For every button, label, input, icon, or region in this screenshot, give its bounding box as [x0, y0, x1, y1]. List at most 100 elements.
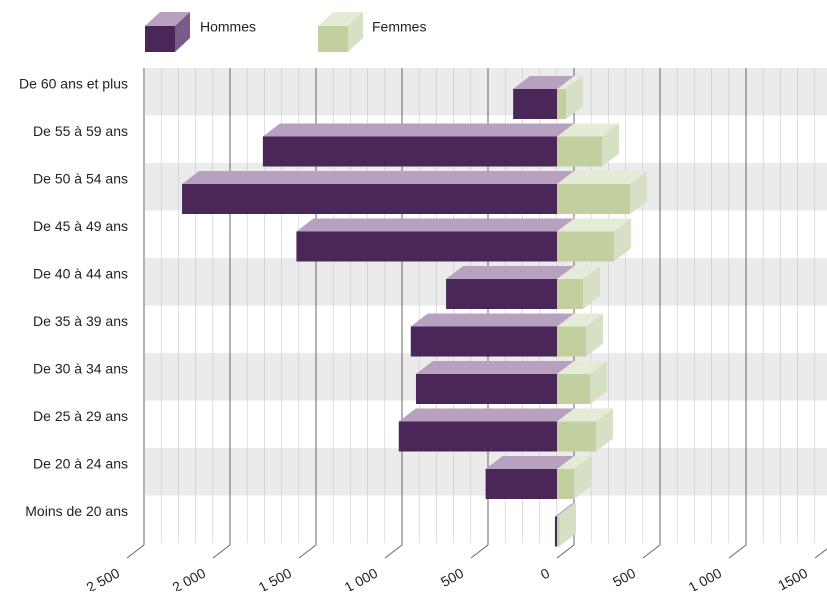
- bar-front: [446, 279, 557, 309]
- tick-mark: [642, 544, 661, 559]
- bar: [557, 218, 631, 262]
- bar-top: [557, 218, 631, 232]
- y-tick-label: De 35 à 39 ans: [33, 313, 128, 329]
- bar-front: [557, 421, 597, 452]
- bar: [557, 408, 614, 452]
- bar: [557, 313, 604, 357]
- y-tick-label: De 45 à 49 ans: [33, 218, 128, 234]
- y-tick-label: De 60 ans et plus: [19, 76, 128, 92]
- x-tick-label: 1500: [775, 565, 810, 591]
- bar-front: [554, 516, 557, 547]
- bar: [410, 313, 574, 357]
- bar-front: [398, 421, 557, 452]
- legend-swatch: [145, 26, 175, 52]
- x-tick-label: 2 000: [170, 565, 209, 591]
- bar-top: [410, 313, 574, 327]
- bar-side: [596, 408, 614, 452]
- bar-top: [554, 503, 574, 517]
- y-tick-label: De 50 à 54 ans: [33, 171, 128, 187]
- bar-side: [574, 456, 592, 499]
- bar-front: [262, 136, 557, 167]
- bar-front: [557, 374, 591, 404]
- tick-mark: [556, 544, 575, 559]
- bar-front: [415, 374, 557, 404]
- bar-top: [557, 456, 592, 469]
- bar-side: [586, 313, 604, 357]
- tick-mark: [384, 544, 403, 559]
- bar-top: [415, 361, 574, 374]
- bar-top: [557, 171, 647, 184]
- bar: [182, 171, 575, 214]
- bar: [446, 266, 574, 309]
- bar-side: [602, 123, 620, 167]
- x-tick-label: 2 500: [84, 565, 123, 591]
- bar-top: [296, 218, 574, 232]
- y-tick-label: De 25 à 29 ans: [33, 408, 128, 424]
- bar: [398, 408, 574, 452]
- x-tick-label: 500: [438, 565, 466, 590]
- tick-mark: [126, 544, 145, 559]
- bar-top: [485, 456, 574, 469]
- tick-mark: [814, 548, 827, 559]
- bar-front: [557, 326, 587, 357]
- bar: [557, 123, 620, 167]
- legend-swatch-side: [348, 12, 363, 52]
- bar-top: [398, 408, 574, 422]
- y-tick-label: De 40 à 44 ans: [33, 266, 128, 282]
- bar-side: [613, 218, 631, 262]
- bar-top: [557, 313, 604, 327]
- x-tick-label: 1 000: [342, 565, 381, 591]
- bar-side: [629, 171, 647, 214]
- bar-top: [557, 503, 577, 517]
- y-tick-label: De 20 à 24 ans: [33, 456, 128, 472]
- bar-front: [513, 89, 557, 119]
- bar-top: [557, 266, 600, 279]
- bar: [415, 361, 574, 404]
- bar-side: [590, 361, 608, 404]
- bar-top: [513, 76, 574, 89]
- bar-top: [557, 76, 583, 89]
- row-band: [145, 68, 827, 116]
- bar-top: [446, 266, 574, 279]
- tick-mark: [728, 544, 747, 559]
- bar: [262, 123, 574, 167]
- bar-front: [557, 279, 583, 309]
- x-tick-label: 1 000: [686, 565, 725, 591]
- bar-top: [557, 361, 608, 374]
- bar: [296, 218, 574, 262]
- y-tick-label: De 30 à 34 ans: [33, 361, 128, 377]
- tick-mark: [470, 544, 489, 559]
- bar-front: [557, 516, 560, 547]
- bar-front: [182, 184, 558, 214]
- legend-label: Hommes: [200, 19, 256, 35]
- legend-swatch-side: [175, 12, 190, 52]
- bar-front: [410, 326, 557, 357]
- bar-front: [557, 89, 566, 119]
- bar-side: [582, 266, 600, 309]
- bar-top: [557, 123, 620, 137]
- bar: [557, 76, 583, 119]
- bar-front: [557, 469, 575, 499]
- bar-front: [296, 231, 557, 262]
- bar: [557, 266, 600, 309]
- x-tick-label: 1 500: [256, 565, 295, 591]
- bar-side: [565, 76, 583, 119]
- bar: [557, 456, 592, 499]
- bar-front: [485, 469, 557, 499]
- bar-front: [557, 184, 630, 214]
- bar-top: [182, 171, 575, 184]
- bar: [557, 361, 608, 404]
- x-tick-label: 500: [610, 565, 638, 590]
- tick-mark: [298, 544, 317, 559]
- bar-top: [262, 123, 574, 137]
- bar-side: [559, 503, 577, 547]
- y-tick-label: De 55 à 59 ans: [33, 123, 128, 139]
- legend-label: Femmes: [372, 19, 426, 35]
- bar: [557, 503, 577, 547]
- x-tick-label: 0: [538, 565, 553, 583]
- bar-front: [557, 136, 603, 167]
- y-tick-label: Moins de 20 ans: [25, 503, 128, 519]
- bar-front: [557, 231, 614, 262]
- tick-mark: [212, 544, 231, 559]
